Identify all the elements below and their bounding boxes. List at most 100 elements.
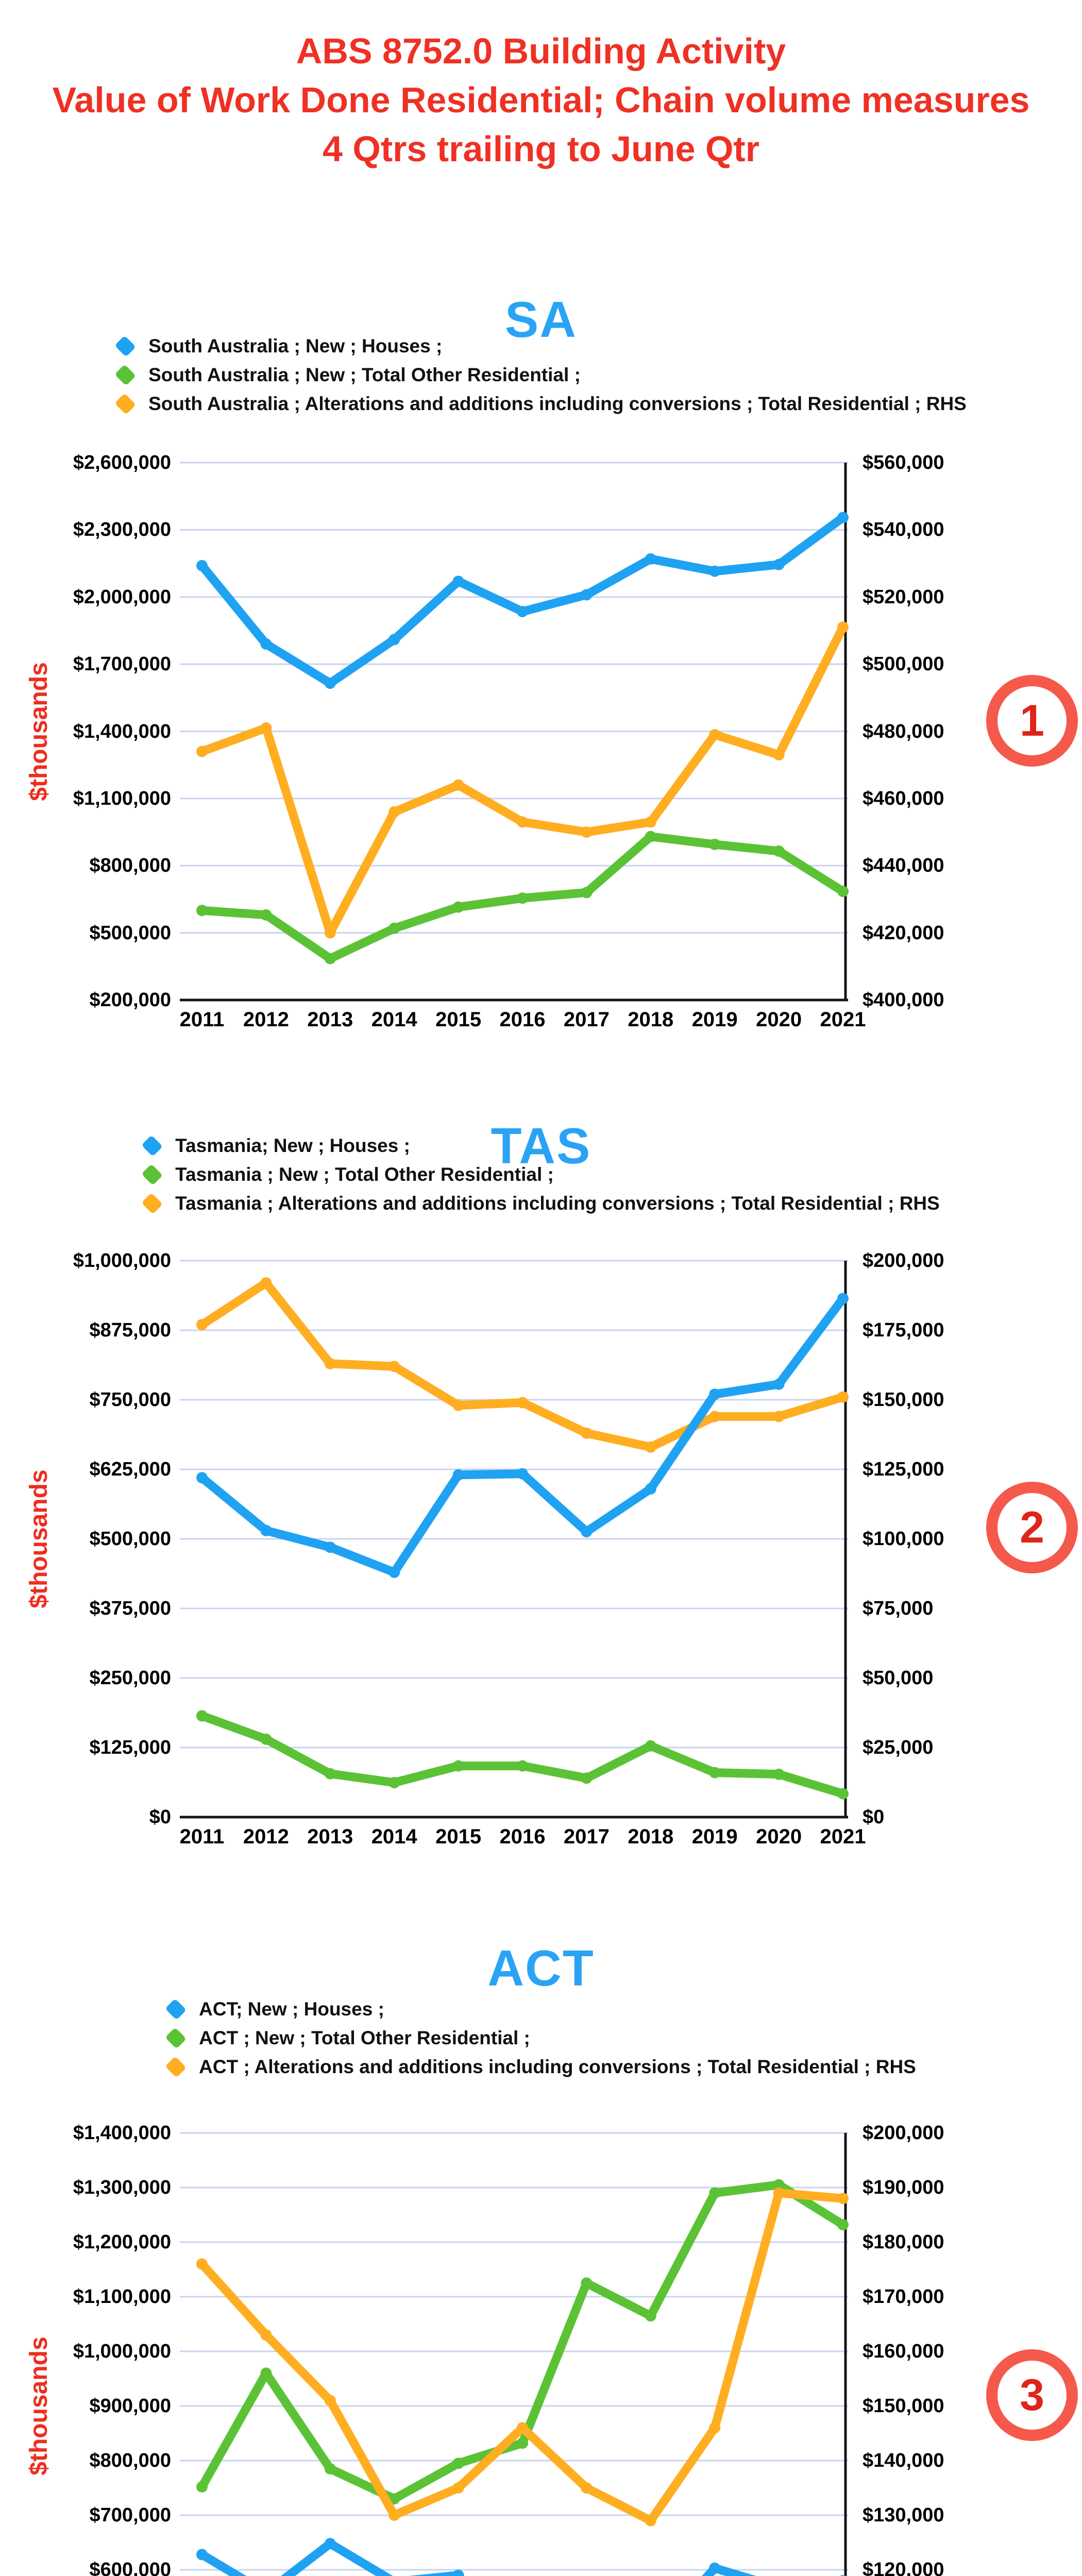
plot-svg <box>180 1260 849 1819</box>
x-axis-tick-year: 2021 <box>820 1008 866 1031</box>
left-axis-tick: $1,000,000 <box>73 1250 171 1272</box>
left-axis-tick: $200,000 <box>89 989 172 1011</box>
legend-marker-icon <box>165 1998 187 2020</box>
data-point <box>324 1768 336 1780</box>
data-point <box>260 722 272 734</box>
data-point <box>709 1411 721 1422</box>
right-axis-tick: $420,000 <box>863 922 944 944</box>
right-axis-tick: $400,000 <box>863 989 944 1011</box>
x-axis-tick-year: 2018 <box>628 1008 674 1031</box>
data-point <box>837 512 849 523</box>
data-point <box>517 1760 528 1772</box>
data-point <box>324 2538 336 2550</box>
left-axis-tick: $375,000 <box>89 1598 172 1619</box>
right-axis-tick: $480,000 <box>863 720 944 742</box>
data-point <box>196 1710 208 1722</box>
data-point <box>645 816 656 828</box>
data-point <box>452 779 464 791</box>
page-title-line-2: Value of Work Done Residential; Chain vo… <box>52 80 1030 121</box>
right-axis-tick: $175,000 <box>863 1319 944 1341</box>
left-axis-tick: $1,400,000 <box>73 2122 171 2144</box>
data-point <box>709 729 721 741</box>
x-axis-tick-year: 2013 <box>307 1825 353 1848</box>
data-point <box>581 826 593 838</box>
left-axis-tick: $1,700,000 <box>73 653 171 675</box>
data-point <box>260 2329 272 2341</box>
legend-item: ACT ; New ; Total Other Residential ; <box>165 2027 916 2049</box>
right-axis-tick: $170,000 <box>863 2286 944 2308</box>
left-axis-tick: $900,000 <box>89 2395 172 2417</box>
x-axis-tick-year: 2015 <box>435 1825 482 1848</box>
x-axis-tick-year: 2020 <box>756 1008 802 1031</box>
data-point <box>452 901 464 913</box>
legend-marker-icon <box>165 2027 187 2049</box>
legend-label: South Australia ; Alterations and additi… <box>148 393 967 414</box>
data-point <box>837 621 849 633</box>
data-point <box>517 2422 528 2434</box>
legend-item: Tasmania ; Alterations and additions inc… <box>141 1193 940 1214</box>
left-axis-tick: $1,100,000 <box>73 2286 171 2308</box>
right-axis-tick: $130,000 <box>863 2504 944 2526</box>
legend-item: Tasmania; New ; Houses ; <box>141 1135 940 1157</box>
data-point <box>388 2510 400 2521</box>
data-point <box>773 1768 785 1780</box>
data-point <box>581 2482 593 2494</box>
data-point <box>388 922 400 934</box>
right-axis-tick: $160,000 <box>863 2341 944 2362</box>
chart-legend: South Australia ; New ; Houses ; South Au… <box>114 335 967 422</box>
legend-label: Tasmania; New ; Houses ; <box>175 1135 410 1156</box>
left-axis-tick: $500,000 <box>89 1528 172 1550</box>
right-axis-tick: $75,000 <box>863 1598 934 1619</box>
data-point <box>773 1378 785 1390</box>
left-axis-tick: $2,600,000 <box>73 452 171 473</box>
data-point <box>581 887 593 899</box>
left-axis-tick: $800,000 <box>89 2450 172 2471</box>
data-point <box>388 1361 400 1372</box>
right-axis-tick: $150,000 <box>863 2395 944 2417</box>
data-point <box>837 886 849 897</box>
right-axis-tick: $190,000 <box>863 2177 944 2198</box>
x-axis-tick-year: 2016 <box>499 1825 546 1848</box>
data-point <box>260 1277 272 1289</box>
data-point <box>517 605 528 617</box>
legend-item: ACT ; Alterations and additions includin… <box>165 2056 916 2078</box>
data-point <box>709 2562 721 2574</box>
data-point <box>260 638 272 650</box>
right-axis-tick: $125,000 <box>863 1459 944 1480</box>
data-point <box>581 2277 593 2289</box>
data-point <box>837 1391 849 1403</box>
right-axis-tick: $50,000 <box>863 1667 934 1689</box>
legend-label: ACT ; New ; Total Other Residential ; <box>199 2027 530 2048</box>
chart-title: TAS <box>491 1117 591 1175</box>
data-point <box>773 2187 785 2199</box>
left-axis-tick: $700,000 <box>89 2504 172 2526</box>
right-axis-tick: $25,000 <box>863 1737 934 1758</box>
step-badge-number: 3 <box>1020 2370 1044 2420</box>
data-point <box>324 1541 336 1553</box>
data-point <box>773 749 785 761</box>
data-point <box>517 1468 528 1480</box>
data-point <box>517 892 528 904</box>
series-line-green <box>197 2180 848 2503</box>
left-axis-tick: $0 <box>149 1806 171 1828</box>
page-title-line-3: 4 Qtrs trailing to June Qtr <box>323 129 759 170</box>
data-point <box>645 553 656 565</box>
data-point <box>324 1358 336 1369</box>
data-point <box>324 927 336 939</box>
x-axis-tick-year: 2019 <box>691 1008 738 1031</box>
x-axis-tick-year: 2018 <box>628 1825 674 1848</box>
data-point <box>452 1399 464 1411</box>
data-point <box>773 1411 785 1422</box>
x-axis-tick-year: 2015 <box>435 1008 482 1031</box>
data-point <box>517 1397 528 1409</box>
data-point <box>260 909 272 921</box>
data-point <box>260 1524 272 1536</box>
data-point <box>452 1469 464 1481</box>
data-point <box>517 2437 528 2449</box>
data-point <box>196 2549 208 2561</box>
legend-label: Tasmania ; Alterations and additions inc… <box>175 1193 940 1214</box>
left-axis-tick: $2,300,000 <box>73 519 171 541</box>
